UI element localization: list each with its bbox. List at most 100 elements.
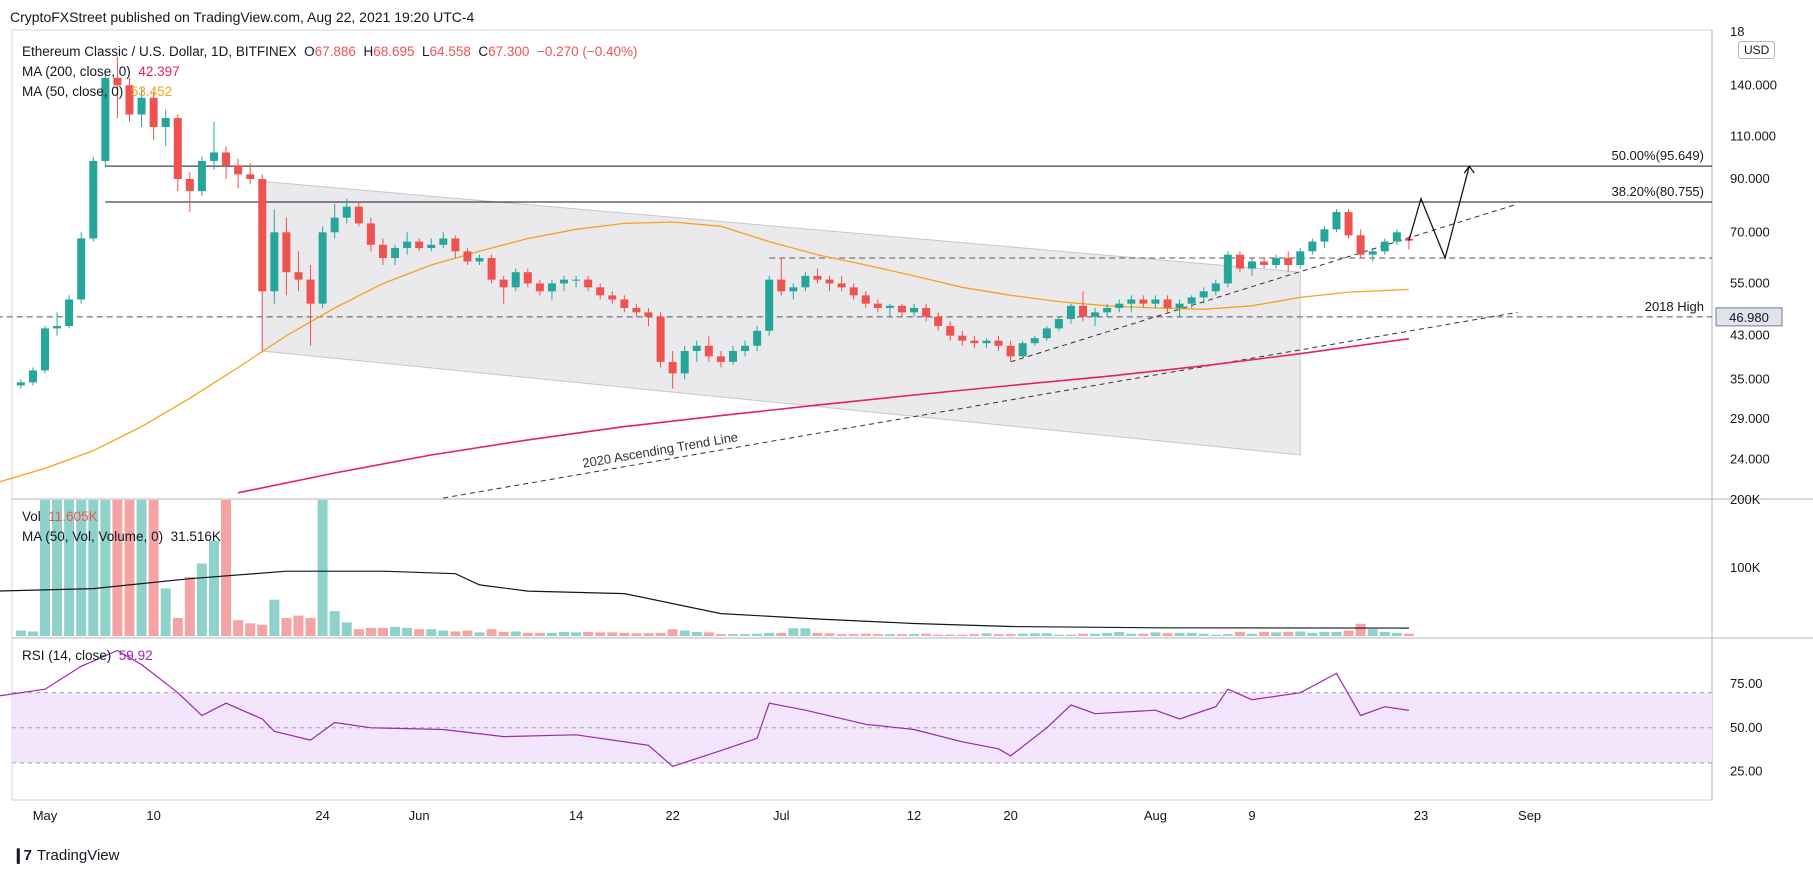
volume-bar xyxy=(860,633,871,636)
candle-body xyxy=(1151,299,1160,304)
volume-bar xyxy=(788,628,799,636)
candle-body xyxy=(173,117,182,180)
price-tick-label: 110.000 xyxy=(1730,128,1776,143)
ma200-label[interactable]: MA (200, close, 0) xyxy=(22,64,131,79)
volume-bar xyxy=(631,633,642,636)
candle xyxy=(1235,251,1244,273)
candle-body xyxy=(897,305,906,313)
volume-bar xyxy=(1295,631,1306,636)
candle xyxy=(366,217,375,252)
volume-bar xyxy=(667,629,678,636)
level-label: 38.20%(80.755) xyxy=(1611,184,1704,199)
currency-button[interactable]: USD xyxy=(1738,41,1776,59)
candle-body xyxy=(584,279,593,288)
candle-body xyxy=(41,328,49,371)
volume-bar xyxy=(184,577,195,636)
volume-bar xyxy=(1053,634,1064,636)
price-tick-label: 70.000 xyxy=(1730,224,1770,239)
close-value: 67.300 xyxy=(488,44,530,59)
candle xyxy=(922,303,931,322)
volume-bar xyxy=(426,629,437,636)
candle xyxy=(1332,209,1341,233)
volume-bar xyxy=(945,634,956,636)
volume-bar xyxy=(52,500,63,636)
candle xyxy=(1091,307,1100,327)
candle-body xyxy=(620,299,629,308)
candle-body xyxy=(113,77,122,86)
time-tick-label: 14 xyxy=(569,808,583,823)
candle-body xyxy=(451,238,460,252)
volume-ma-value: 31.516K xyxy=(170,529,221,544)
ma50-label[interactable]: MA (50, close, 0) xyxy=(22,84,124,99)
volume-bar xyxy=(824,633,835,636)
candle xyxy=(1223,251,1232,288)
candle-body xyxy=(487,258,496,280)
candle xyxy=(825,275,834,292)
candle xyxy=(65,295,74,329)
candle xyxy=(1368,248,1377,262)
volume-bar xyxy=(1198,633,1209,636)
candle xyxy=(1006,340,1015,362)
candle-body xyxy=(1066,305,1075,320)
candle xyxy=(511,268,520,292)
candle xyxy=(535,279,544,296)
candle-body xyxy=(149,97,158,128)
candle xyxy=(1151,295,1160,308)
price-tag-label: 46.980 xyxy=(1729,310,1769,325)
volume-bar xyxy=(1331,631,1342,636)
rsi-label[interactable]: RSI (14, close) xyxy=(22,648,112,663)
candle-body xyxy=(1139,299,1148,304)
volume-bar xyxy=(269,599,280,636)
rsi-legend: RSI (14, close) 59.92 xyxy=(22,646,153,666)
candle-body xyxy=(1211,283,1220,292)
candle xyxy=(994,335,1003,351)
volume-bar xyxy=(884,634,895,636)
candle-body xyxy=(403,241,412,249)
candle-body xyxy=(161,117,170,128)
candle xyxy=(523,268,532,288)
candle-body xyxy=(789,287,798,292)
volume-bar xyxy=(76,500,87,636)
candle xyxy=(910,303,919,317)
candle-body xyxy=(982,340,991,344)
low-value: 64.558 xyxy=(429,44,471,59)
tradingview-logo[interactable]: ❙7 TradingView xyxy=(12,846,119,865)
volume-bar xyxy=(933,634,944,636)
volume-bar xyxy=(40,500,50,636)
plot-frame xyxy=(11,29,1713,801)
volume-ma-label[interactable]: MA (50, Vol, Volume, 0) xyxy=(22,529,164,544)
volume-bar xyxy=(450,631,461,636)
candle xyxy=(1175,299,1184,317)
volume-bar xyxy=(740,634,751,636)
symbol-title[interactable]: Ethereum Classic / U.S. Dollar, 1D, BITF… xyxy=(22,44,297,59)
candle xyxy=(813,268,822,284)
high-value: 68.695 xyxy=(373,44,415,59)
candle-body xyxy=(378,244,387,259)
candle xyxy=(1199,287,1208,304)
volume-bar xyxy=(160,588,171,636)
volume-label[interactable]: Vol xyxy=(22,509,41,524)
candle xyxy=(89,156,98,242)
volume-bar xyxy=(245,623,256,636)
candle-body xyxy=(716,356,725,362)
volume-bar xyxy=(510,631,521,636)
candle-body xyxy=(728,350,737,362)
volume-bar xyxy=(957,634,968,636)
candle xyxy=(1127,295,1136,313)
candle-body xyxy=(391,248,400,259)
candle xyxy=(282,217,291,296)
candle xyxy=(716,350,725,368)
volume-bar xyxy=(341,622,352,636)
volume-bar xyxy=(88,500,99,636)
time-tick-label: May xyxy=(33,808,58,823)
volume-bar xyxy=(329,611,340,636)
candle-body xyxy=(318,232,327,304)
candle-body xyxy=(692,345,701,351)
rsi-tick-label: 25.00 xyxy=(1730,764,1763,779)
volume-bar xyxy=(365,627,376,636)
volume-bar xyxy=(1138,633,1149,636)
volume-bar xyxy=(474,632,485,636)
candle xyxy=(1248,258,1256,276)
candle-body xyxy=(294,272,303,280)
